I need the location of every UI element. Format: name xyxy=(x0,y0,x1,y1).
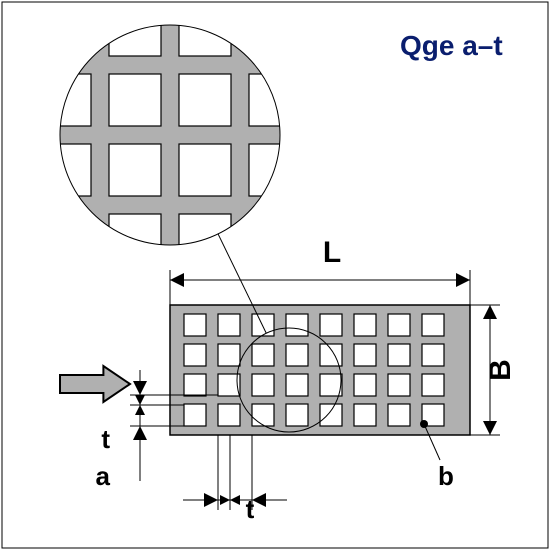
hole xyxy=(218,344,240,366)
hole xyxy=(388,344,410,366)
label-L: L xyxy=(323,236,341,269)
hole xyxy=(354,314,376,336)
hole xyxy=(320,374,342,396)
hole xyxy=(354,344,376,366)
hole xyxy=(184,374,206,396)
detail-view xyxy=(39,4,301,266)
title-label: Qge a–t xyxy=(400,30,503,61)
label-t-left: t xyxy=(101,424,110,454)
hole xyxy=(388,404,410,426)
hole xyxy=(422,374,444,396)
diagram-canvas: Qge a–tLBtatb xyxy=(0,0,550,550)
hole xyxy=(354,404,376,426)
hole xyxy=(184,344,206,366)
hole xyxy=(320,314,342,336)
hole xyxy=(388,314,410,336)
label-t-bottom: t xyxy=(246,494,255,524)
hole xyxy=(218,314,240,336)
hole xyxy=(252,404,274,426)
hole xyxy=(422,344,444,366)
hole xyxy=(286,314,308,336)
hole xyxy=(388,374,410,396)
hole xyxy=(354,374,376,396)
hole xyxy=(320,404,342,426)
hole xyxy=(252,314,274,336)
hole xyxy=(184,314,206,336)
hole xyxy=(286,374,308,396)
hole xyxy=(286,404,308,426)
hole xyxy=(252,374,274,396)
label-b: b xyxy=(438,461,454,491)
label-a: a xyxy=(96,461,111,491)
hole xyxy=(422,314,444,336)
hole xyxy=(286,344,308,366)
hole xyxy=(320,344,342,366)
hole xyxy=(184,404,206,426)
hole xyxy=(218,404,240,426)
label-B: B xyxy=(484,359,517,381)
flow-arrow-icon xyxy=(60,366,130,402)
hole xyxy=(252,344,274,366)
